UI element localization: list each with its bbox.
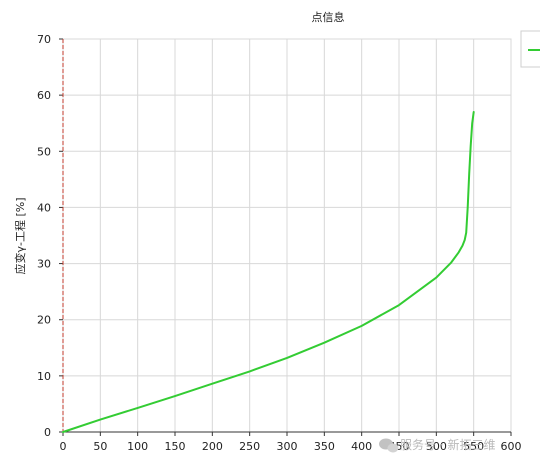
chart-title: 点信息 [312, 10, 345, 24]
x-tick-label: 500 [426, 440, 447, 453]
x-tick-label: 250 [239, 440, 260, 453]
x-tick-label: 300 [277, 440, 298, 453]
x-tick-label: 50 [93, 440, 107, 453]
legend [520, 30, 540, 68]
series-line-1 [62, 111, 475, 433]
x-tick-label: 200 [202, 440, 223, 453]
x-tick-label: 550 [463, 440, 484, 453]
y-tick-label: 70 [37, 33, 51, 46]
x-tick-label: 400 [351, 440, 372, 453]
tick-labels: 0 50 100 150 200 250 300 350 400 450 500 550 6000102… [37, 33, 522, 453]
axes [59, 38, 512, 436]
grid [62, 38, 512, 433]
y-tick-label: 40 [37, 201, 51, 214]
y-tick-label: 60 [37, 89, 51, 102]
y-tick-label: 30 [37, 258, 51, 271]
y-tick-label: 20 [37, 314, 51, 327]
y-tick-label: 0 [44, 426, 51, 439]
watermark: 服务号 · 新拓三维 [379, 437, 495, 453]
x-tick-label: 100 [127, 440, 148, 453]
wechat-icon [379, 438, 399, 453]
x-tick-label: 150 [165, 440, 186, 453]
x-tick-label: 600 [501, 440, 522, 453]
series-layer [62, 111, 475, 433]
y-axis-label: 应变γ-工程 [%] [13, 197, 27, 274]
y-tick-label: 50 [37, 145, 51, 158]
x-tick-label: 350 [314, 440, 335, 453]
y-tick-label: 10 [37, 370, 51, 383]
watermark-text: 服务号 · 新拓三维 [400, 437, 495, 452]
x-tick-label: 0 [60, 440, 67, 453]
